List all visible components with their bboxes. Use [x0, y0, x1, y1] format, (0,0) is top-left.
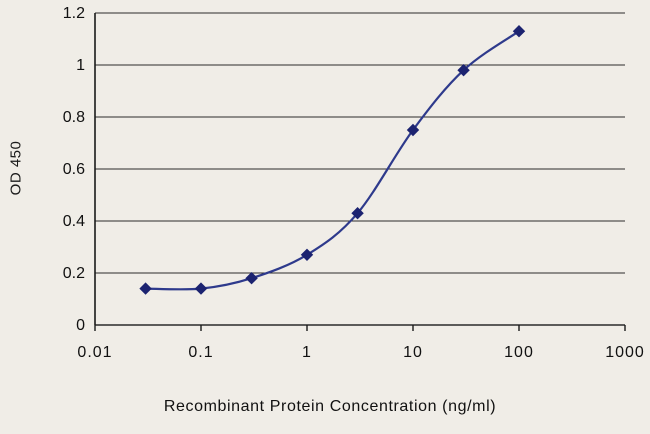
y-tick-label: 1	[76, 57, 85, 74]
y-tick-label: 0	[76, 317, 85, 334]
data-point-marker	[245, 271, 258, 285]
data-point-marker	[300, 248, 314, 262]
data-point-marker	[512, 24, 526, 38]
x-tick-label: 1000	[605, 344, 645, 361]
y-tick-label: 0.6	[63, 161, 85, 178]
x-tick-label: 1	[302, 344, 312, 361]
x-tick-label: 0.01	[77, 344, 112, 361]
y-tick-label: 1.2	[63, 5, 85, 22]
y-tick-label: 0.8	[63, 109, 85, 126]
data-point-marker	[406, 123, 420, 137]
y-tick-label: 0.2	[63, 265, 85, 282]
data-point-marker	[457, 63, 470, 77]
x-tick-label: 0.1	[188, 344, 213, 361]
y-tick-label: 0.4	[63, 213, 85, 230]
data-point-marker	[351, 206, 364, 220]
y-axis-title: OD 450	[7, 140, 25, 196]
data-point-marker	[194, 282, 208, 295]
trend-line	[145, 30, 520, 291]
x-axis-title: Recombinant Protein Concentration (ng/ml…	[163, 398, 497, 415]
data-point-marker	[139, 282, 152, 295]
x-tick-label: 100	[504, 344, 534, 361]
x-tick-label: 10	[403, 344, 423, 361]
